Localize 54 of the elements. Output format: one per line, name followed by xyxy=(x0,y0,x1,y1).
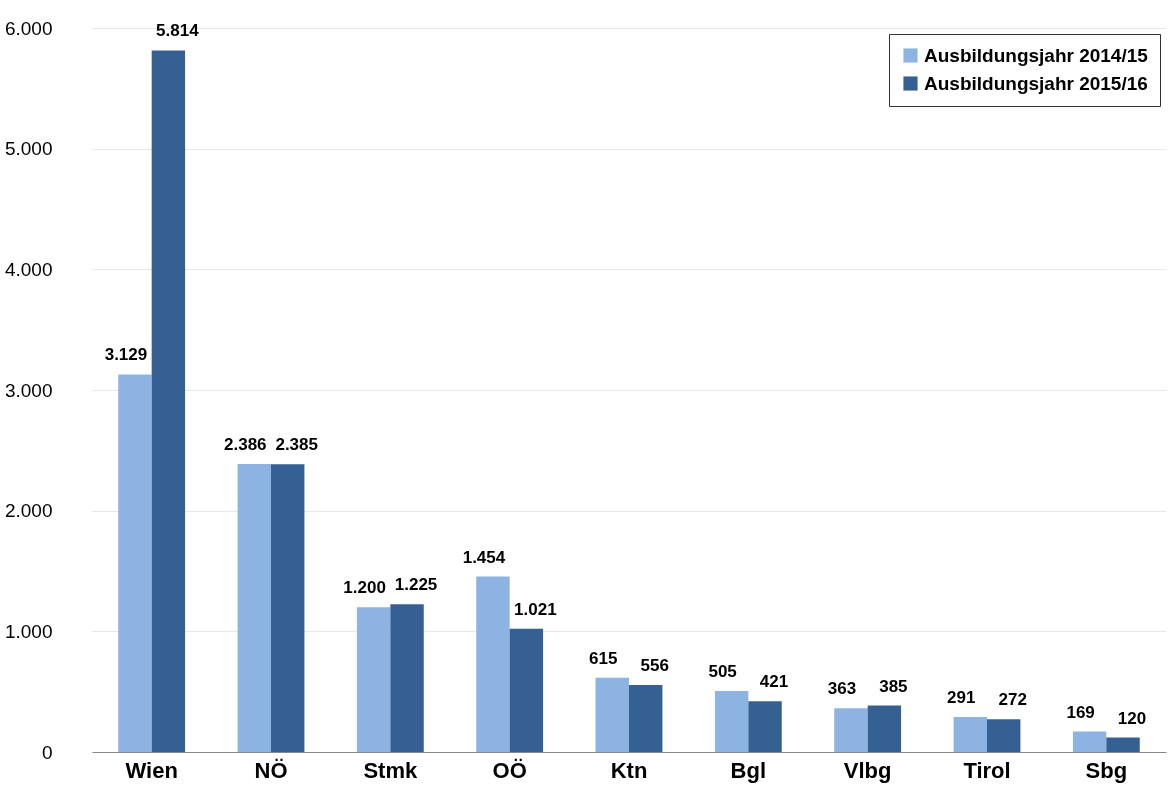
data-label: 421 xyxy=(759,672,789,692)
legend-label: Ausbildungsjahr 2015/16 xyxy=(924,72,1148,94)
bar xyxy=(271,464,305,752)
bar xyxy=(476,576,510,752)
data-label: 272 xyxy=(998,690,1027,710)
bar xyxy=(987,719,1021,752)
data-label: 385 xyxy=(879,676,908,696)
x-tick-label: Wien xyxy=(125,757,178,783)
data-label: 3.129 xyxy=(104,345,148,365)
bar xyxy=(629,684,663,752)
bar xyxy=(356,607,391,752)
bar xyxy=(867,705,902,752)
y-tick-label: 4.000 xyxy=(4,258,53,280)
data-label: 2.385 xyxy=(275,435,318,455)
bar xyxy=(118,374,152,752)
data-label: 2.386 xyxy=(224,435,267,455)
data-label: 169 xyxy=(1066,702,1095,722)
bar xyxy=(509,628,544,752)
y-tick-label: 6.000 xyxy=(4,17,53,39)
bar xyxy=(390,604,424,752)
data-label: 120 xyxy=(1117,708,1147,728)
y-tick-label: 5.000 xyxy=(4,138,53,160)
x-tick-label: Sbg xyxy=(1085,757,1128,783)
x-tick-label: Ktn xyxy=(610,757,648,783)
data-label: 615 xyxy=(589,648,618,668)
data-label: 505 xyxy=(708,662,737,682)
x-tick-label: Tirol xyxy=(963,757,1011,783)
data-label: 5.814 xyxy=(156,21,200,41)
bar xyxy=(748,701,782,752)
data-label: 291 xyxy=(947,687,976,707)
data-label: 1.225 xyxy=(394,575,438,595)
bar xyxy=(151,50,186,752)
data-label: 1.021 xyxy=(514,599,557,619)
data-label: 1.454 xyxy=(462,547,506,567)
bar xyxy=(237,464,271,752)
bar xyxy=(1072,731,1107,752)
bar xyxy=(714,691,749,752)
data-label: 1.200 xyxy=(343,578,386,598)
x-tick-label: NÖ xyxy=(254,757,288,783)
x-tick-label: Stmk xyxy=(363,757,418,783)
data-label: 363 xyxy=(827,679,857,699)
bar xyxy=(953,716,987,752)
x-tick-label: Bgl xyxy=(730,757,767,783)
x-tick-label: OÖ xyxy=(492,757,527,783)
data-label: 556 xyxy=(640,655,669,675)
bar xyxy=(1106,737,1140,752)
y-tick-label: 0 xyxy=(41,741,53,763)
y-tick-label: 1.000 xyxy=(4,620,53,642)
x-tick-label: Vlbg xyxy=(843,757,892,783)
y-tick-label: 3.000 xyxy=(4,379,53,401)
bar xyxy=(834,708,868,752)
y-tick-label: 2.000 xyxy=(4,500,53,522)
bar xyxy=(595,677,629,752)
legend-label: Ausbildungsjahr 2014/15 xyxy=(924,44,1149,66)
